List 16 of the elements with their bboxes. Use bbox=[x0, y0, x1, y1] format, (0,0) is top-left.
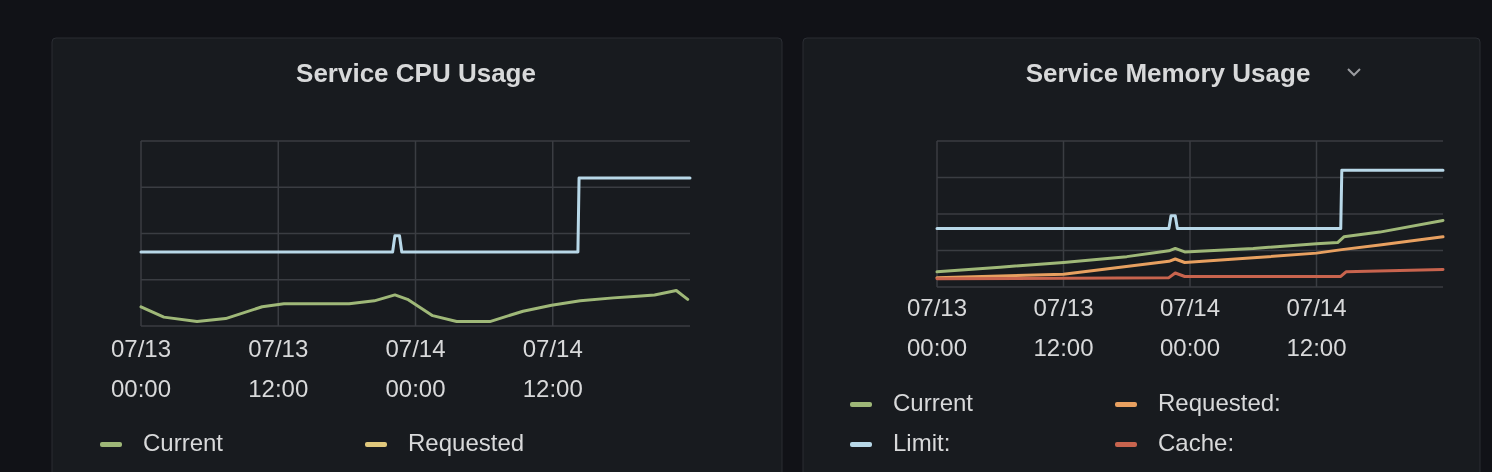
chart-title: Service CPU Usage bbox=[296, 58, 536, 88]
x-tick-label: 07/13 12:00 bbox=[1033, 294, 1094, 361]
x-tick-label: 07/13 00:00 bbox=[906, 294, 968, 361]
x-tick-label: 07/14 12:00 bbox=[1286, 294, 1347, 361]
legend-label: Limit: bbox=[893, 429, 951, 456]
x-tick-label: 07/13 00:00 bbox=[110, 335, 172, 402]
x-tick-label: 07/13 12:00 bbox=[248, 335, 309, 402]
x-tick-label: 07/14 12:00 bbox=[522, 335, 583, 402]
chart-title: Service Memory Usage bbox=[1025, 58, 1311, 88]
x-tick-label: 07/14 00:00 bbox=[1159, 294, 1221, 361]
legend-label: Current bbox=[143, 429, 224, 456]
legend-label: Requested: bbox=[1158, 389, 1281, 416]
legend-label: Requested bbox=[408, 429, 525, 456]
legend-label: Cache: bbox=[1158, 429, 1235, 456]
x-tick-label: 07/14 00:00 bbox=[385, 335, 446, 402]
legend-label: Current bbox=[893, 389, 974, 416]
